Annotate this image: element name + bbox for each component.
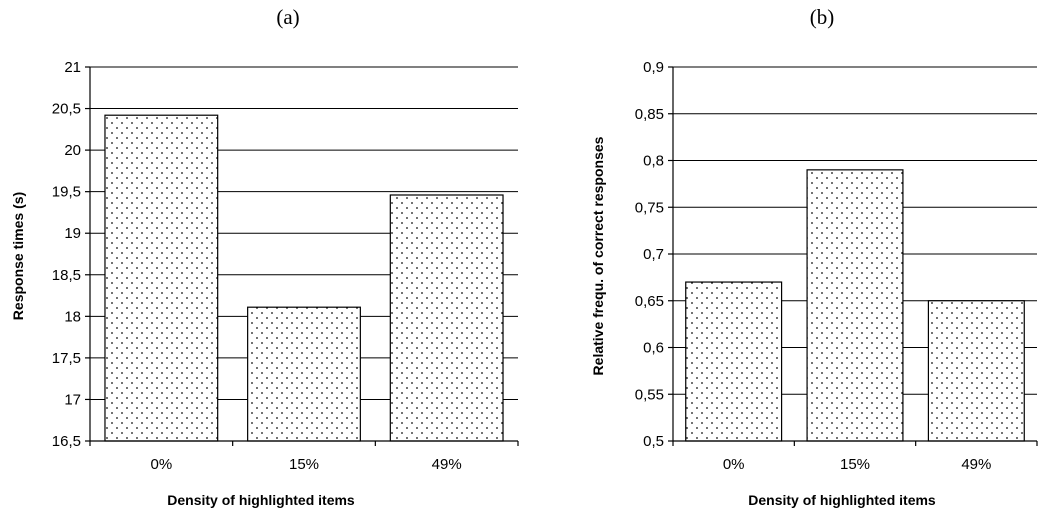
chart-b-y-tick-label: 0,9 [643, 59, 664, 76]
chart-b-bar [927, 300, 1025, 442]
chart-b-plot: 0,5 0,55 0,6 0,65 0,7 0,75 0,8 0,85 0,9 0% 15% 49% [635, 59, 1038, 473]
chart-a-y-tick-label: 21 [64, 59, 81, 76]
chart-b-y-tick-label: 0,75 [635, 199, 664, 216]
chart-a-plot: 16,5 17 17,5 18 18,5 19 19,5 20 20,5 21 0% 15% 49% [52, 59, 519, 473]
chart-b-x-axis-title: Density of highlighted items [748, 492, 936, 508]
chart-b-x-tick-label: 49% [961, 456, 991, 473]
chart-b-y-tick-label: 0,6 [643, 340, 664, 357]
chart-a-y-tick-label: 17,5 [52, 350, 81, 367]
chart-b-y-tick-label: 0,7 [643, 246, 664, 263]
chart-b-y-tick-label: 0,8 [643, 153, 664, 170]
chart-a-bar [389, 194, 504, 442]
panel-label-b: (b) [810, 5, 835, 29]
chart-a-y-axis-title: Response times (s) [10, 192, 26, 320]
chart-a-y-tick-label: 16,5 [52, 433, 81, 450]
chart-b-y-tick-label: 0,55 [635, 386, 664, 403]
chart-b-y-tick-label: 0,65 [635, 293, 664, 310]
chart-a-x-tick-label: 0% [150, 456, 172, 473]
chart-a-y-tick-label: 20,5 [52, 101, 81, 118]
chart-a-y-tick-label: 19 [64, 225, 81, 242]
chart-b-x-tick-label: 15% [840, 456, 870, 473]
chart-a-y-tick-label: 18,5 [52, 267, 81, 284]
chart-a-x-tick-label: 49% [432, 456, 462, 473]
chart-b: (b) 0,5 0,55 0,6 0,65 0,7 0,75 0,8 0,85 0,9 0% 15%… [590, 5, 1038, 508]
chart-a-bar [104, 114, 219, 442]
chart-b-x-tick-label: 0% [723, 456, 745, 473]
chart-b-y-tick-label: 0,85 [635, 106, 664, 123]
chart-a-bar [247, 306, 361, 442]
chart-b-y-tick-label: 0,5 [643, 433, 664, 450]
chart-a-y-tick-label: 18 [64, 308, 81, 325]
chart-a-y-tick-label: 17 [64, 391, 81, 408]
chart-b-bar [806, 169, 904, 442]
chart-a-x-tick-label: 15% [289, 456, 319, 473]
chart-b-y-axis-title: Relative frequ. of correct responses [590, 136, 606, 375]
chart-a-y-tick-label: 20 [64, 142, 81, 159]
chart-a-y-tick-label: 19,5 [52, 184, 81, 201]
chart-a-x-axis-title: Density of highlighted items [167, 492, 355, 508]
chart-a: (a) 16,5 17 17,5 18 18,5 19 19,5 20 20,5 21 0% 15% 4… [10, 5, 519, 508]
chart-b-bar [685, 281, 783, 442]
panel-label-a: (a) [276, 5, 299, 29]
